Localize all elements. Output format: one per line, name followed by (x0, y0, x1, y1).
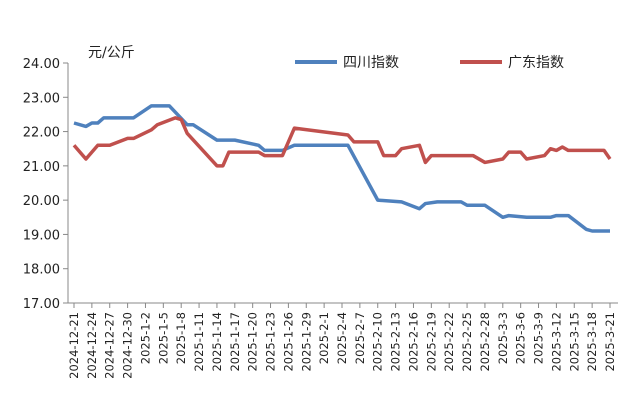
x-tick-label: 2025-3-3 (496, 312, 510, 364)
x-tick-label: 2025-1-14 (210, 312, 224, 372)
y-tick-label: 17.00 (23, 297, 60, 312)
legend-swatch (295, 60, 337, 64)
x-tick-label: 2025-1-20 (246, 312, 260, 372)
x-tick-label: 2025-2-22 (442, 312, 456, 372)
y-tick-label: 20.00 (23, 194, 60, 209)
legend-item-sichuan: 四川指数 (295, 52, 399, 72)
legend-item-guangdong: 广东指数 (460, 52, 564, 72)
x-tick-label: 2025-3-9 (532, 312, 546, 364)
x-tick-label: 2024-12-27 (103, 312, 117, 379)
x-tick-label: 2024-12-21 (67, 312, 81, 379)
y-tick-label: 22.00 (23, 126, 60, 141)
y-tick-label: 21.00 (23, 160, 60, 175)
x-tick-label: 2024-12-24 (85, 312, 99, 379)
x-tick-label: 2025-2-25 (460, 312, 474, 372)
y-tick-label: 23.00 (23, 91, 60, 106)
x-tick-label: 2025-1-2 (138, 312, 152, 364)
legend-label: 广东指数 (508, 55, 564, 71)
legend-label: 四川指数 (343, 55, 399, 71)
x-tick-label: 2025-1-26 (281, 312, 295, 372)
x-tick-label: 2025-2-1 (317, 312, 331, 364)
x-tick-label: 2025-1-29 (299, 312, 313, 372)
x-tick-label: 2025-2-10 (371, 312, 385, 372)
x-tick-label: 2025-3-18 (585, 312, 599, 372)
x-tick-label: 2025-3-15 (567, 312, 581, 372)
x-tick-label: 2025-2-19 (424, 312, 438, 372)
x-tick-label: 2025-3-12 (549, 312, 563, 372)
y-tick-label: 18.00 (23, 263, 60, 278)
x-tick-label: 2025-2-16 (406, 312, 420, 372)
x-tick-label: 2025-3-6 (514, 312, 528, 364)
x-tick-label: 2025-2-7 (353, 312, 367, 364)
x-tick-label: 2025-2-13 (389, 312, 403, 372)
x-tick-label: 2025-1-17 (228, 312, 242, 372)
x-tick-label: 2025-1-5 (156, 312, 170, 364)
x-tick-label: 2025-1-11 (192, 312, 206, 372)
y-tick-label: 19.00 (23, 228, 60, 243)
series-line-guangdong (72, 116, 612, 168)
x-tick-label: 2025-1-23 (264, 312, 278, 372)
y-tick-label: 24.00 (23, 57, 60, 72)
x-tick-label: 2025-2-28 (478, 312, 492, 372)
y-axis-unit: 元/公斤 (88, 45, 135, 61)
x-tick-label: 2025-3-21 (603, 312, 617, 372)
x-tick-label: 2025-1-8 (174, 312, 188, 364)
legend-swatch (460, 60, 502, 64)
series-line-sichuan (73, 104, 610, 233)
x-tick-label: 2024-12-30 (121, 312, 135, 379)
x-tick-label: 2025-2-4 (335, 312, 349, 364)
